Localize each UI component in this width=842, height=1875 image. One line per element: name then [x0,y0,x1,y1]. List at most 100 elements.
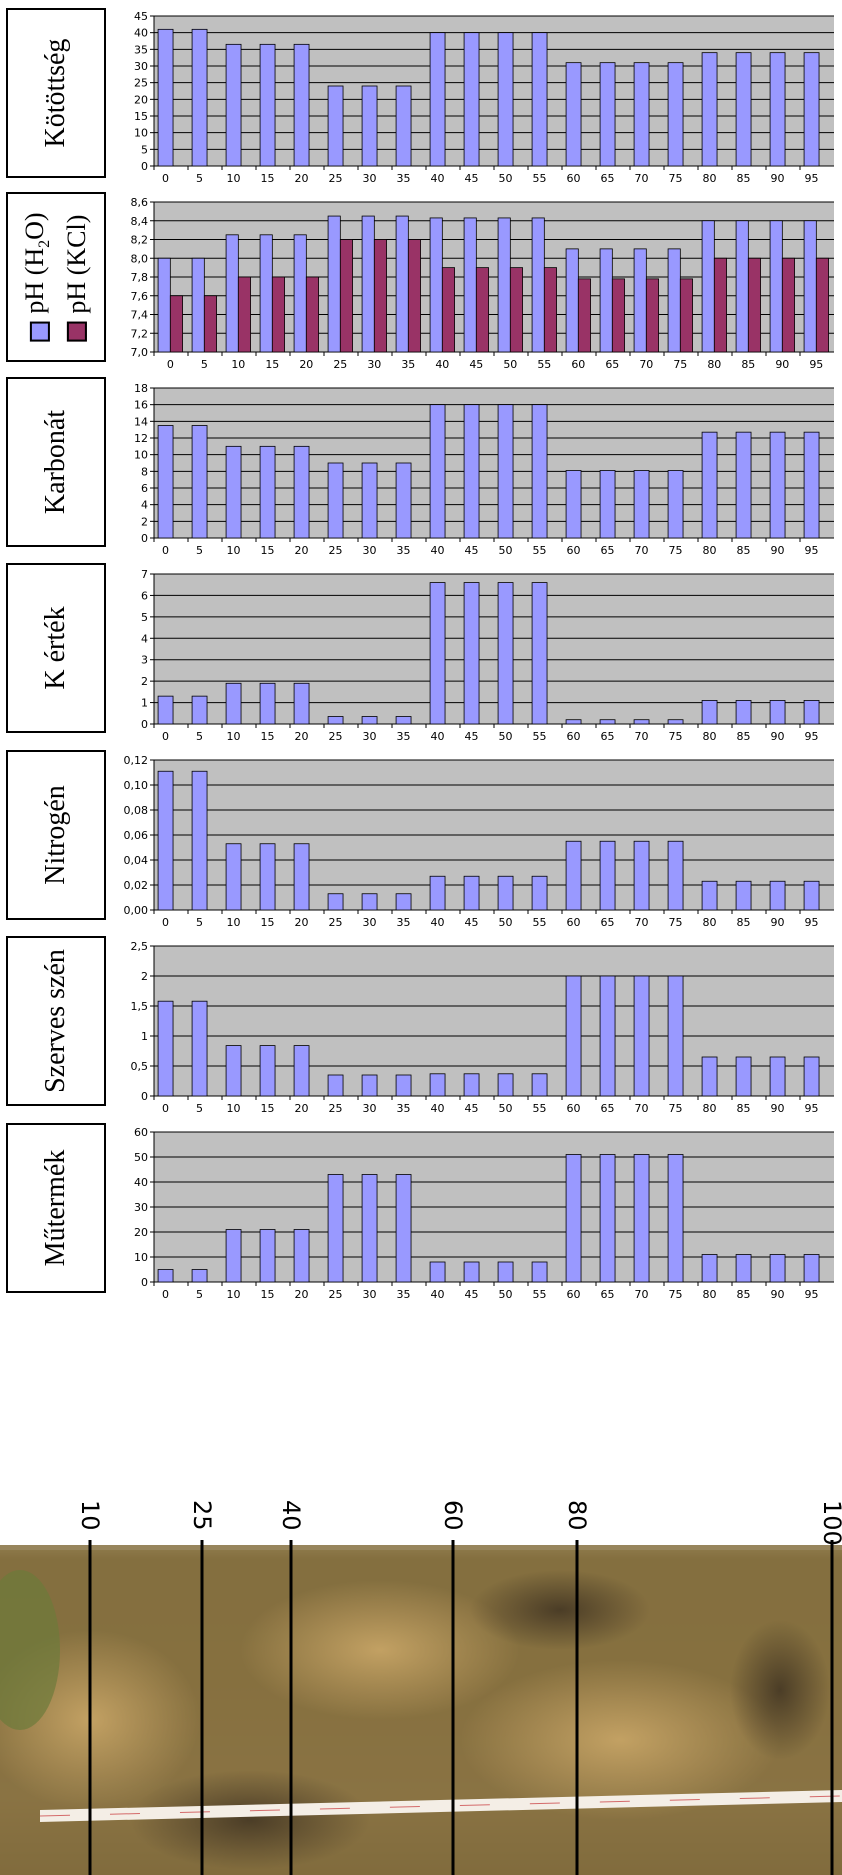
x-tick-label: 45 [465,916,479,929]
x-tick-label: 35 [397,916,411,929]
bar [565,1154,582,1283]
x-tick-label: 40 [431,544,445,557]
bar-kcl [169,295,183,353]
bar [531,582,548,725]
x-tick-label: 45 [465,172,479,185]
bar-kcl [509,267,523,353]
x-tick-label: 15 [261,1102,275,1115]
x-tick-label: 90 [771,172,785,185]
bar [803,431,820,539]
x-tick-label: 50 [499,1288,513,1301]
y-tick-label: 2 [141,970,148,983]
y-tick-label: 1,5 [131,1000,149,1013]
y-tick-label: 8,4 [131,215,149,228]
bar [259,234,273,353]
bar [769,220,783,353]
photo-top-band [0,1490,842,1550]
ph-legend: pH (H2O) pH (KCl) [6,192,106,362]
x-tick-label: 5 [196,1102,203,1115]
y-tick-label: 7,0 [131,346,149,359]
x-tick-label: 15 [261,916,275,929]
x-tick-label: 70 [635,544,649,557]
bar [701,700,718,725]
depth-label: 100 [818,1500,842,1546]
x-tick-label: 90 [771,730,785,743]
y-tick-label: 2 [141,675,148,688]
bar [429,582,446,725]
x-tick-label: 50 [499,916,513,929]
x-tick-label: 80 [703,544,717,557]
chart-ph: 7,0 7,2 7,4 7,6 7,8 8,0 8,2 8,4 8,6 0 5 10 15 20 25 30 3… [116,190,842,380]
x-tick-label: 65 [601,730,615,743]
x-tick-label: 15 [261,730,275,743]
x-tick-label: 55 [533,730,547,743]
x-tick-label: 80 [703,1102,717,1115]
row-label: Szerves szén [40,949,71,1093]
bar [769,1254,786,1283]
x-tick-label: 60 [567,730,581,743]
bar-kcl [203,295,217,353]
bar [497,217,511,353]
x-tick-label: 25 [329,544,343,557]
y-tick-label: 16 [134,399,148,412]
x-tick-label: 60 [567,916,581,929]
plot-area [154,388,834,538]
bar [497,875,514,911]
legend-label-h2o: pH (H2O) [19,212,54,314]
label-k-ertek: K érték [6,563,106,733]
legend-item-kcl: pH (KCl) [61,212,93,342]
y-tick-label: 20 [134,1226,148,1239]
depth-label: 40 [277,1500,305,1531]
bar [361,462,378,539]
bar-kcl [577,278,591,353]
bar [803,1056,820,1097]
bar-kcl [339,239,353,353]
bar-kcl [373,239,387,353]
y-tick-label: 45 [134,10,148,23]
x-tick-label: 55 [533,1288,547,1301]
x-tick-label: 90 [771,916,785,929]
x-tick-label: 75 [673,358,687,371]
bar-kcl [475,267,489,353]
bar [599,470,616,539]
y-tick-label: 14 [134,415,148,428]
x-tick-label: 0 [162,1102,169,1115]
x-tick-label: 85 [737,730,751,743]
bar [463,1073,480,1097]
x-tick-label: 80 [703,172,717,185]
x-tick-label: 5 [196,730,203,743]
bar [429,32,446,167]
x-tick-label: 10 [231,358,245,371]
legend-item-h2o: pH (H2O) [19,212,61,342]
x-tick-label: 50 [503,358,517,371]
bar [701,431,718,539]
y-tick-label: 10 [134,127,148,140]
y-tick-label: 40 [134,27,148,40]
x-tick-label: 65 [601,916,615,929]
bar [463,217,477,353]
bar [191,425,208,539]
bar [463,32,480,167]
y-tick-label: 1 [141,1030,148,1043]
bar [157,770,174,911]
x-tick-label: 25 [333,358,347,371]
bar [395,1174,412,1283]
x-tick-label: 85 [737,916,751,929]
x-tick-label: 55 [533,1102,547,1115]
y-tick-label: 0 [141,160,148,173]
x-tick-label: 75 [669,916,683,929]
bar [769,52,786,167]
bar [531,1261,548,1283]
bar [429,1261,446,1283]
bar [327,716,344,725]
bar [225,682,242,725]
bar [157,695,174,725]
bar [361,716,378,725]
bar [225,843,242,911]
chart-kototseg: 0 5 10 15 20 25 30 35 40 45 0 5 10 15 20 25 30 35 40 45 50 55… [116,4,842,194]
x-tick-label: 10 [227,544,241,557]
bar [633,248,647,353]
y-tick-label: 10 [134,449,148,462]
bar-kcl [441,267,455,353]
bar [599,975,616,1097]
